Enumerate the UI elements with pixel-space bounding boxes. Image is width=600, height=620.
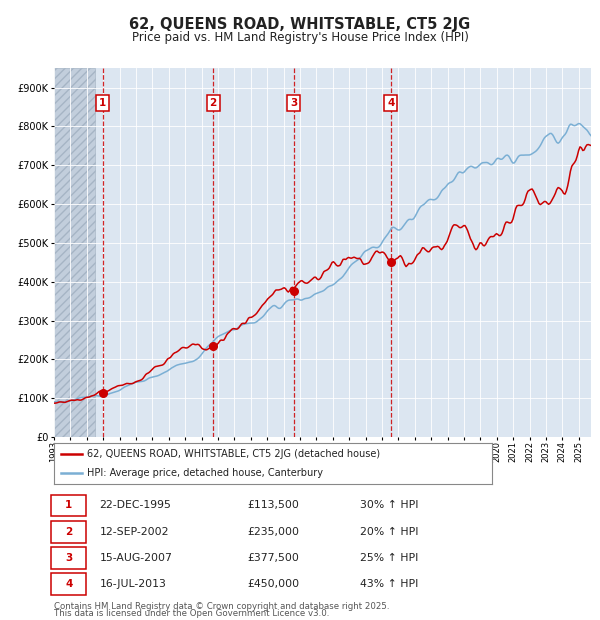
FancyBboxPatch shape xyxy=(52,573,86,595)
Text: Price paid vs. HM Land Registry's House Price Index (HPI): Price paid vs. HM Land Registry's House … xyxy=(131,31,469,43)
Text: 30% ↑ HPI: 30% ↑ HPI xyxy=(360,500,419,510)
Text: 22-DEC-1995: 22-DEC-1995 xyxy=(100,500,172,510)
Bar xyxy=(54,68,95,437)
Text: 4: 4 xyxy=(387,98,394,108)
Text: 25% ↑ HPI: 25% ↑ HPI xyxy=(360,553,418,563)
FancyBboxPatch shape xyxy=(52,547,86,569)
Text: This data is licensed under the Open Government Licence v3.0.: This data is licensed under the Open Gov… xyxy=(54,609,329,618)
Text: 4: 4 xyxy=(65,579,73,589)
FancyBboxPatch shape xyxy=(52,521,86,542)
Text: 62, QUEENS ROAD, WHITSTABLE, CT5 2JG (detached house): 62, QUEENS ROAD, WHITSTABLE, CT5 2JG (de… xyxy=(87,449,380,459)
Text: 1: 1 xyxy=(65,500,73,510)
Text: 62, QUEENS ROAD, WHITSTABLE, CT5 2JG: 62, QUEENS ROAD, WHITSTABLE, CT5 2JG xyxy=(130,17,470,32)
Text: £113,500: £113,500 xyxy=(247,500,299,510)
Text: £235,000: £235,000 xyxy=(247,526,299,537)
Text: 1: 1 xyxy=(99,98,106,108)
Text: Contains HM Land Registry data © Crown copyright and database right 2025.: Contains HM Land Registry data © Crown c… xyxy=(54,602,389,611)
Text: 12-SEP-2002: 12-SEP-2002 xyxy=(100,526,169,537)
Text: 3: 3 xyxy=(65,553,73,563)
Text: £450,000: £450,000 xyxy=(247,579,299,589)
Text: 2: 2 xyxy=(209,98,217,108)
Text: HPI: Average price, detached house, Canterbury: HPI: Average price, detached house, Cant… xyxy=(87,467,323,477)
Text: 16-JUL-2013: 16-JUL-2013 xyxy=(100,579,167,589)
Text: 43% ↑ HPI: 43% ↑ HPI xyxy=(360,579,418,589)
FancyBboxPatch shape xyxy=(52,495,86,516)
Text: 15-AUG-2007: 15-AUG-2007 xyxy=(100,553,173,563)
Text: 2: 2 xyxy=(65,526,73,537)
Text: 3: 3 xyxy=(290,98,298,108)
Text: 20% ↑ HPI: 20% ↑ HPI xyxy=(360,526,419,537)
Text: £377,500: £377,500 xyxy=(247,553,299,563)
